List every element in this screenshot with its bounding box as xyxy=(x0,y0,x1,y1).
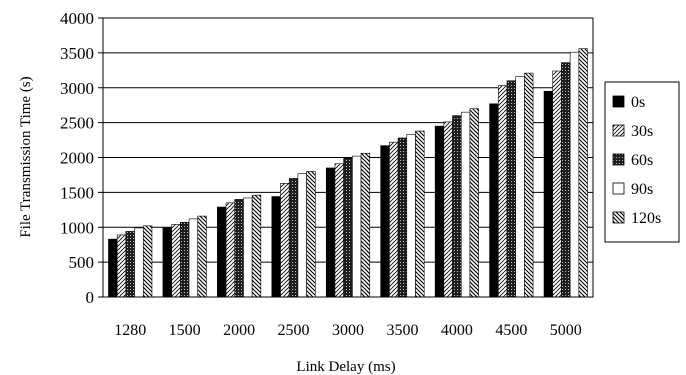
x-tick-label: 4000 xyxy=(441,322,473,339)
bar-60s-3000 xyxy=(343,157,353,298)
legend-label-90s: 90s xyxy=(631,181,653,198)
y-tick-label: 1000 xyxy=(60,218,94,237)
legend-swatch-120s xyxy=(612,211,625,224)
x-tick-label: 1500 xyxy=(169,322,201,339)
bar-0s-3500 xyxy=(380,145,390,298)
x-tick-label: 5000 xyxy=(550,322,582,339)
y-tick-label: 1500 xyxy=(60,183,94,202)
x-tick-label: 2500 xyxy=(278,322,310,339)
bar-60s-1280 xyxy=(125,231,135,298)
y-tick-label: 3000 xyxy=(60,79,94,98)
bar-90s-1500 xyxy=(188,218,199,298)
plot-area xyxy=(102,17,594,298)
legend-label-60s: 60s xyxy=(631,152,653,169)
bars xyxy=(108,48,588,298)
bar-90s-4000 xyxy=(460,111,471,298)
bar-60s-4500 xyxy=(506,80,516,298)
y-tick-label: 4000 xyxy=(60,9,94,28)
bar-120s-4500 xyxy=(524,72,534,298)
bar-30s-4000 xyxy=(443,121,453,298)
bar-30s-5000 xyxy=(552,70,562,298)
y-tick-label: 2000 xyxy=(60,149,94,168)
bar-60s-5000 xyxy=(561,62,571,298)
bar-0s-3000 xyxy=(325,167,336,298)
bar-90s-5000 xyxy=(569,51,580,298)
bar-120s-3500 xyxy=(415,130,425,298)
bar-90s-2500 xyxy=(297,173,307,298)
bar-90s-3500 xyxy=(406,134,416,298)
bar-90s-4500 xyxy=(515,76,525,298)
legend-swatch-0s xyxy=(612,95,625,108)
y-axis-label: File Transmission Time (s) xyxy=(18,76,34,237)
bar-0s-4000 xyxy=(434,125,445,298)
bar-60s-1500 xyxy=(180,222,190,298)
bar-120s-2500 xyxy=(306,171,316,298)
bar-0s-2500 xyxy=(271,196,281,298)
y-tick-label: 0 xyxy=(86,288,95,307)
x-tick-label: 2000 xyxy=(223,322,255,339)
bar-30s-1500 xyxy=(171,224,181,298)
bar-0s-1280 xyxy=(108,238,118,298)
bar-0s-4500 xyxy=(489,103,499,298)
bar-120s-4000 xyxy=(469,108,479,298)
bar-60s-4000 xyxy=(452,115,462,298)
x-axis-label: Link Delay (ms) xyxy=(296,359,395,375)
bar-30s-2500 xyxy=(280,183,290,298)
y-tick-label: 500 xyxy=(69,253,95,272)
legend: 0s 30s 60s 90s 120s xyxy=(604,81,680,243)
bar-60s-2500 xyxy=(288,178,299,298)
bar-90s-2000 xyxy=(243,197,253,298)
legend-swatch-60s xyxy=(612,153,625,166)
bar-60s-2000 xyxy=(234,199,244,298)
x-tick-label: 4500 xyxy=(495,322,527,339)
bar-120s-1500 xyxy=(197,215,207,298)
y-tick-label: 2500 xyxy=(60,114,94,133)
bar-0s-5000 xyxy=(543,90,554,298)
bar-90s-1280 xyxy=(134,227,144,298)
y-tick-label: 3500 xyxy=(60,44,94,63)
bar-60s-3500 xyxy=(397,137,408,298)
bar-30s-3500 xyxy=(389,141,399,298)
x-axis-ticks: 1280 1500 2000 2500 3000 3500 4000 4500 5000 xyxy=(114,322,582,339)
x-tick-label: 3500 xyxy=(386,322,418,339)
x-tick-label: 3000 xyxy=(332,322,364,339)
legend-swatch-30s xyxy=(612,124,625,137)
bar-30s-2000 xyxy=(225,202,236,298)
legend-label-120s: 120s xyxy=(631,210,661,227)
legend-label-30s: 30s xyxy=(631,123,653,140)
bar-0s-1500 xyxy=(162,227,172,298)
bar-120s-1280 xyxy=(142,225,153,298)
x-tick-label: 1280 xyxy=(114,322,146,339)
legend-label-0s: 0s xyxy=(631,94,645,111)
bar-30s-3000 xyxy=(334,163,344,298)
bar-120s-3000 xyxy=(360,153,371,298)
bar-30s-4500 xyxy=(497,85,508,298)
bar-30s-1280 xyxy=(116,234,127,298)
y-axis-ticks: 0 500 1000 1500 2000 2500 3000 3500 4000 xyxy=(60,9,103,307)
legend-swatch-90s xyxy=(612,182,625,195)
bar-0s-2000 xyxy=(217,206,227,298)
bar-120s-2000 xyxy=(251,194,262,298)
bar-90s-3000 xyxy=(352,155,362,298)
bar-120s-5000 xyxy=(578,48,588,298)
